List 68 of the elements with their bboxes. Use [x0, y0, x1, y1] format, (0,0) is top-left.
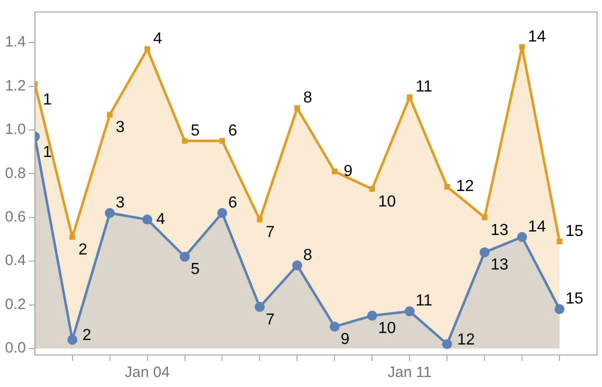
- annotation: 9: [344, 162, 353, 180]
- annotation: 15: [566, 290, 584, 308]
- annotation: 15: [566, 222, 584, 240]
- annotation: 8: [303, 90, 312, 107]
- point: [256, 216, 263, 222]
- point: [482, 214, 488, 220]
- y-tick-label: 0.8: [4, 164, 26, 182]
- point: [294, 105, 300, 111]
- point: [217, 208, 228, 218]
- point: [332, 168, 338, 174]
- annotation: 4: [156, 210, 166, 228]
- y-tick-label: 1.4: [4, 34, 26, 51]
- annotation: 2: [82, 327, 92, 344]
- point: [444, 184, 450, 190]
- annotation: 10: [378, 320, 396, 338]
- annotation: 13: [490, 222, 508, 239]
- annotation: 13: [490, 256, 508, 274]
- annotation: 12: [457, 331, 475, 348]
- annotation: 7: [266, 224, 275, 241]
- point: [369, 186, 375, 192]
- point: [330, 322, 340, 332]
- point: [180, 252, 190, 262]
- y-tick-label: 0.4: [4, 252, 26, 270]
- point: [104, 208, 115, 218]
- annotation: 14: [528, 218, 546, 236]
- point: [219, 138, 226, 144]
- annotation: 5: [190, 122, 200, 140]
- y-tick-label: 0.0: [4, 340, 26, 357]
- annotation: 12: [456, 178, 474, 196]
- annotation: 7: [266, 311, 275, 328]
- annotation: 1: [42, 92, 52, 108]
- point: [480, 247, 490, 258]
- x-tick-label: Jan 11: [388, 364, 432, 382]
- point: [554, 304, 565, 314]
- annotation: 3: [116, 194, 125, 212]
- annotation: 8: [303, 246, 312, 264]
- y-tick-label: 0.2: [4, 296, 26, 313]
- annotation: 9: [340, 331, 350, 348]
- x-tick-label: Jan 04: [124, 364, 170, 382]
- annotation: 1: [42, 144, 52, 161]
- point: [67, 334, 78, 345]
- annotation: 11: [416, 292, 432, 310]
- annotation: 4: [153, 30, 162, 48]
- y-tick-label: 1.0: [4, 121, 26, 138]
- annotation: 2: [78, 241, 88, 258]
- annotation: 14: [528, 28, 546, 46]
- point: [517, 232, 528, 242]
- point: [182, 138, 188, 144]
- annotation: 3: [116, 119, 125, 136]
- point: [404, 306, 415, 316]
- point: [367, 310, 378, 321]
- point: [106, 112, 113, 118]
- point: [556, 238, 562, 244]
- point: [442, 339, 452, 350]
- point: [254, 302, 265, 312]
- point: [142, 214, 152, 225]
- annotation: 6: [228, 122, 238, 140]
- point: [519, 44, 525, 50]
- y-tick-label: 0.6: [4, 208, 26, 226]
- y-tick-label: 1.2: [4, 77, 26, 94]
- annotation: 11: [416, 78, 432, 96]
- annotation: 10: [378, 193, 396, 210]
- annotation: 6: [228, 194, 238, 212]
- annotation: 5: [190, 261, 200, 278]
- point: [292, 260, 302, 270]
- point: [70, 234, 76, 240]
- point: [406, 94, 412, 100]
- point: [144, 46, 150, 52]
